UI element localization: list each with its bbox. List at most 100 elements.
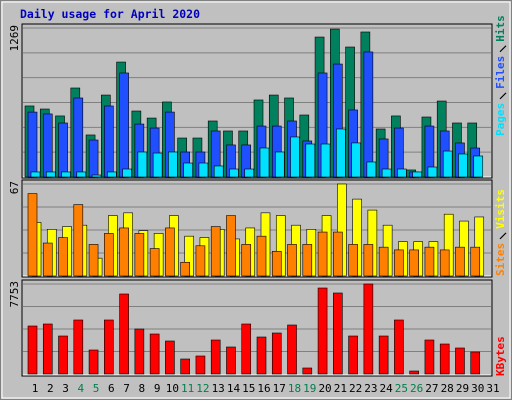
x-tick-label: 6	[108, 382, 115, 395]
bar	[198, 162, 209, 178]
bar	[378, 335, 389, 375]
x-tick-label: 10	[166, 382, 179, 395]
bar	[73, 204, 84, 277]
bar	[88, 349, 99, 375]
bar	[470, 351, 481, 375]
y-tick-label: 7753	[8, 281, 21, 308]
bar	[241, 244, 252, 277]
bar	[195, 355, 206, 375]
bar	[439, 343, 450, 375]
bar	[348, 335, 358, 375]
bar	[409, 370, 419, 375]
bar	[320, 143, 331, 178]
x-tick-label: 17	[273, 382, 286, 395]
x-tick-label: 19	[303, 382, 316, 395]
bar	[73, 319, 84, 375]
bar	[241, 323, 252, 375]
bar	[88, 139, 99, 178]
bar	[317, 231, 328, 277]
x-tick-label: 12	[196, 382, 209, 395]
legend-label: Pages	[494, 103, 507, 136]
x-tick-label: 5	[93, 382, 100, 395]
x-tick-label: 21	[334, 382, 347, 395]
bar	[226, 215, 236, 277]
bar	[149, 248, 160, 277]
bar	[470, 246, 481, 277]
bar	[91, 174, 102, 178]
bar	[290, 136, 300, 178]
y-tick-label: 1269	[8, 25, 21, 52]
bar	[119, 72, 129, 178]
x-tick-label: 24	[380, 382, 394, 395]
bar	[137, 151, 148, 178]
bar	[305, 143, 316, 178]
bar	[378, 246, 389, 277]
bar	[27, 325, 38, 375]
bar	[455, 347, 465, 375]
y-tick-label: 67	[8, 181, 21, 194]
bar	[30, 171, 41, 178]
bar	[302, 244, 313, 277]
bar	[107, 171, 117, 178]
bar	[287, 244, 297, 277]
legend-separator	[499, 92, 507, 100]
bar	[119, 293, 129, 375]
x-tick-label: 30	[471, 382, 484, 395]
bar	[351, 142, 361, 178]
x-tick-label: 23	[364, 382, 377, 395]
x-tick-label: 27	[425, 382, 438, 395]
bar	[336, 128, 346, 178]
x-tick-label: 3	[62, 382, 69, 395]
bar	[381, 168, 392, 178]
x-tick-label: 29	[456, 382, 469, 395]
x-tick-label: 20	[318, 382, 331, 395]
bar	[134, 328, 145, 375]
legend-label: Sites	[494, 243, 507, 276]
bar	[58, 122, 68, 178]
x-tick-label: 18	[288, 382, 301, 395]
x-tick-label: 26	[410, 382, 423, 395]
bar	[27, 193, 38, 277]
bar	[119, 227, 129, 277]
bar	[271, 332, 282, 375]
bar	[473, 155, 484, 178]
x-tick-label: 9	[154, 382, 161, 395]
bar	[271, 250, 282, 277]
bar	[165, 340, 175, 375]
legend-separator	[499, 232, 507, 240]
bar	[397, 168, 407, 178]
chart-title: Daily usage for April 2020	[20, 7, 200, 21]
bar	[424, 246, 435, 277]
bar	[274, 151, 285, 178]
bar	[61, 171, 71, 178]
bar	[122, 168, 132, 178]
legend-label: KBytes	[494, 336, 507, 376]
bar	[58, 335, 68, 375]
bar	[244, 168, 255, 178]
bar	[42, 113, 53, 178]
x-tick-label: 7	[123, 382, 130, 395]
x-tick-label: 15	[242, 382, 255, 395]
x-tick-label: 4	[77, 382, 84, 395]
bar	[424, 339, 435, 375]
x-tick-label: 31	[486, 382, 499, 395]
x-tick-label: 11	[181, 382, 194, 395]
bar	[226, 346, 236, 375]
x-tick-label: 1	[32, 382, 39, 395]
bar	[180, 261, 190, 277]
bar	[412, 171, 422, 178]
x-tick-label: 25	[395, 382, 408, 395]
bar	[149, 333, 160, 375]
bar	[363, 51, 374, 178]
bar	[180, 358, 190, 375]
x-tick-label: 14	[227, 382, 241, 395]
bar	[366, 161, 377, 178]
legend-separator	[499, 45, 507, 53]
x-tick-label: 16	[257, 382, 270, 395]
bar	[73, 97, 84, 178]
bar	[363, 283, 374, 375]
bar	[427, 166, 438, 178]
